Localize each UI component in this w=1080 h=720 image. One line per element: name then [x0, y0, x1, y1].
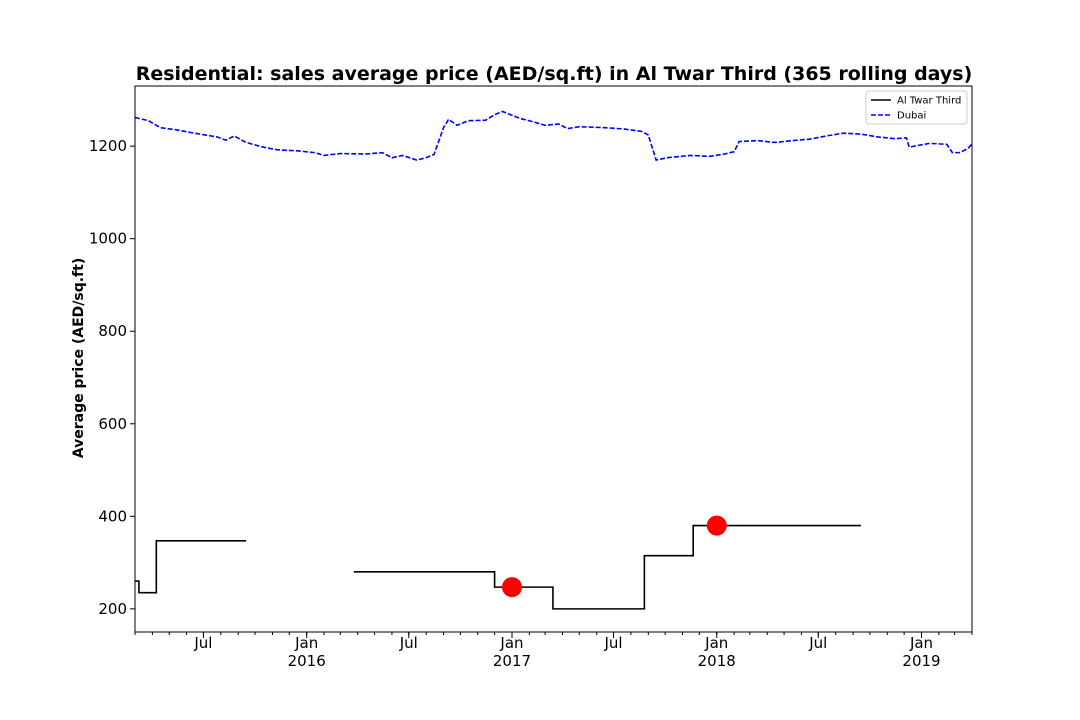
x-tick-label: Jul: [603, 634, 622, 652]
legend-box: [865, 90, 968, 125]
x-tick-label: Jan: [499, 634, 523, 652]
legend-label: Dubai: [897, 111, 926, 122]
x-tick-year-label: 2018: [698, 652, 736, 670]
plot-frame: [134, 85, 973, 633]
x-tick-year-label: 2017: [493, 652, 531, 670]
highlight-marker-2: [706, 515, 727, 536]
x-tick-year-label: 2019: [902, 652, 940, 670]
series-al-twar-third-segment-1: [135, 540, 247, 594]
y-tick-label: 200: [98, 600, 127, 618]
series-dubai-line: [135, 110, 972, 161]
x-tick-label: Jan: [294, 634, 318, 652]
y-tick-label: 1000: [89, 230, 127, 248]
plot-area: [135, 110, 972, 610]
x-tick-label: Jul: [808, 634, 827, 652]
y-axis-label: Average price (AED/sq.ft): [71, 258, 87, 458]
legend: Al Twar Third Dubai: [865, 90, 968, 125]
series-al-twar-third-segment-2: [353, 524, 861, 610]
y-tick-label: 600: [98, 415, 127, 433]
legend-label: Al Twar Third: [897, 96, 961, 107]
x-tick-label: Jan: [909, 634, 933, 652]
x-tick-label: Jan: [704, 634, 728, 652]
x-tick-year-label: 2016: [288, 652, 326, 670]
x-tick-label: Jul: [399, 634, 418, 652]
y-tick-label: 400: [98, 507, 127, 525]
y-tick-label: 800: [98, 322, 127, 340]
highlight-marker-1: [501, 577, 522, 598]
x-tick-label: Jul: [193, 634, 212, 652]
y-tick-label: 1200: [89, 137, 127, 155]
chart-title: Residential: sales average price (AED/sq…: [136, 63, 973, 85]
